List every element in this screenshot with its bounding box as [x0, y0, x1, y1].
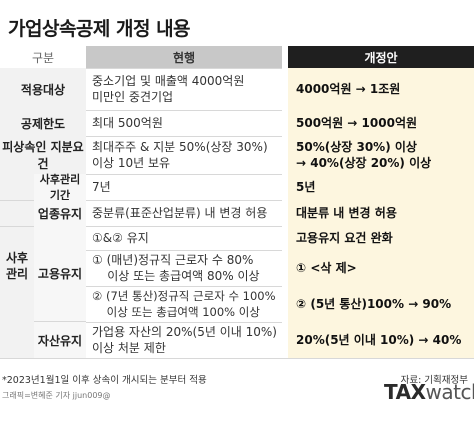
taxwatch-logo: TAXwatch	[384, 380, 474, 404]
row-current: 중소기업 및 매출액 4000억원 미만인 중견기업	[92, 74, 245, 104]
row-revised: ① <삭 제>	[288, 250, 474, 286]
row-category: 공제한도	[0, 110, 86, 136]
table-row: 공제한도 최대 500억원 500억원 → 1000억원	[0, 110, 474, 137]
row-current: 중분류(표준산업분류) 내 변경 허용	[92, 206, 268, 220]
row-category: 자산유지	[34, 322, 86, 358]
row-current: 가업용 자산의 20%(5년 이내 10%) 이상 처분 제한	[92, 325, 277, 355]
graphic-credit: 그래픽=변혜준 기자 jjun009@	[2, 391, 111, 400]
header-revised: 개정안	[288, 46, 474, 68]
row-revised: 50%(상장 30%) 이상 → 40%(상장 20%) 이상	[288, 136, 474, 174]
group-label: 사후 관리	[0, 174, 34, 359]
table-row: ①&② 유지 고용유지 요건 완화	[86, 226, 474, 251]
row-revised: 대분류 내 변경 허용	[288, 200, 474, 226]
table-header-row: 구분 현행 개정안	[0, 46, 474, 69]
row-current: 최대주주 & 지분 50%(상장 30%) 이상 10년 보유	[92, 140, 268, 170]
row-current: ① (매년)정규직 근로자 수 80% 이상 또는 총급여액 80% 이상	[92, 253, 260, 283]
table-row: 적용대상 중소기업 및 매출액 4000억원 미만인 중견기업 4000억원 → …	[0, 68, 474, 111]
footnote: *2023년1월1일 이후 상속이 개시되는 분부터 적용	[2, 375, 207, 386]
table-row: 피상속인 지분요건 최대주주 & 지분 50%(상장 30%) 이상 10년 보유…	[0, 136, 474, 175]
table-row: ② (7년 통산)정규직 근로자 수 100% 이상 또는 총급여액 100% …	[86, 286, 474, 323]
row-revised: 4000억원 → 1조원	[288, 68, 474, 110]
table-row: ① (매년)정규직 근로자 수 80% 이상 또는 총급여액 80% 이상 ① …	[86, 250, 474, 287]
row-revised: 5년	[288, 174, 474, 200]
row-current: 최대 500억원	[92, 116, 163, 130]
row-revised: 고용유지 요건 완화	[288, 226, 474, 250]
row-category: 업종유지	[34, 200, 86, 226]
row-revised: ② (5년 통산)100% → 90%	[288, 286, 474, 322]
row-category: 피상속인 지분요건	[0, 136, 86, 174]
page-title: 가업상속공제 개정 내용	[8, 18, 191, 40]
row-current: 7년	[92, 180, 111, 194]
header-category: 구분	[0, 46, 86, 68]
table-row: 사후관리 기간 7년 5년	[0, 173, 474, 202]
row-current: ② (7년 통산)정규직 근로자 수 100% 이상 또는 총급여액 100% …	[92, 289, 276, 319]
row-revised: 20%(5년 이내 10%) → 40%	[288, 322, 474, 358]
source-label: 자료: 기획재정부	[400, 375, 468, 386]
header-current: 현행	[86, 46, 282, 68]
column-gap	[282, 46, 288, 358]
table-row: 자산유지 가업용 자산의 20%(5년 이내 10%) 이상 처분 제한 20%(…	[34, 322, 474, 359]
table-row: 업종유지 중분류(표준산업분류) 내 변경 허용 대분류 내 변경 허용	[0, 200, 474, 227]
row-category: 적용대상	[0, 68, 86, 110]
row-revised: 500억원 → 1000억원	[288, 110, 474, 136]
row-category: 사후관리 기간	[34, 173, 86, 202]
row-category: 고용유지	[34, 226, 86, 322]
row-current: ①&② 유지	[92, 231, 149, 245]
